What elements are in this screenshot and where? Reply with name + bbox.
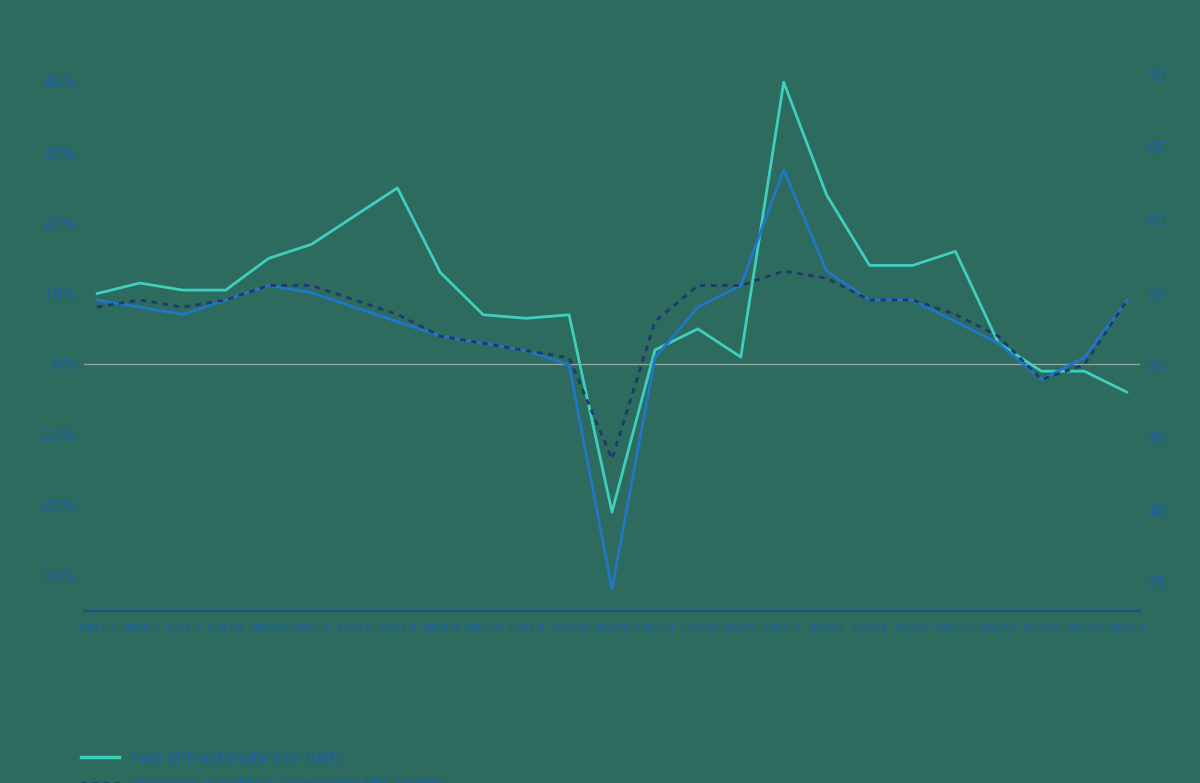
- Legend: Fwd EPS estimate yoy (left), Revenue weighted Composite PMI (right), Revenue wei: Fwd EPS estimate yoy (left), Revenue wei…: [82, 751, 487, 783]
